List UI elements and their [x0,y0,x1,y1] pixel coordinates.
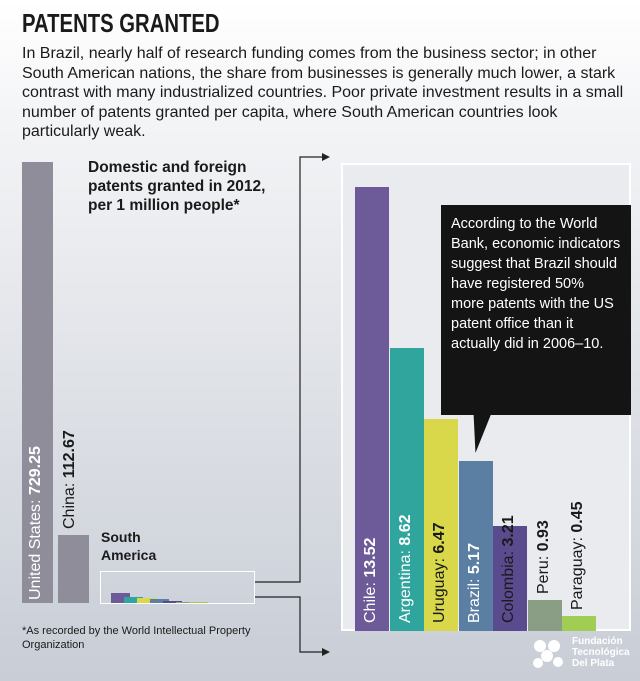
bar-chile-value: 13.52 [362,537,379,578]
mini-bar-peru [176,602,195,603]
bar-chile-name: Chile: [362,577,379,623]
bar-argentina [389,347,424,631]
bar-chile-label: Chile: 13.52 [362,538,380,623]
bar-paraguay [562,616,596,631]
chart-subtitle: Domestic and foreign patents granted in … [88,159,266,214]
mini-bar-brazil [150,599,169,603]
bar-colombia-label: Colombia: 3.21 [500,515,518,623]
south-america-label: South America [101,529,157,563]
bar-peru-label: Peru: 0.93 [535,521,553,595]
bar-brazil-name: Brazil: [465,574,483,623]
mini-bar-argentina [124,596,143,603]
bar-uruguay [424,418,458,631]
intro-text: In Brazil, nearly half of research fundi… [22,45,624,140]
bar-peru-value: 0.93 [534,520,552,552]
bar-uruguay-value: 6.47 [431,522,448,554]
world-bank-callout: According to the World Bank, economic in… [441,205,631,415]
bar-china [58,534,89,603]
bar-colombia [493,525,527,631]
bar-colombia-name: Colombia: [500,546,517,623]
bar-brazil [458,461,493,631]
bar-paraguay-label: Paraguay: 0.45 [569,502,587,611]
bar-peru [527,600,562,631]
south-america-zoom-frame [100,571,255,604]
mini-bar-colombia [163,600,182,603]
mini-bar-chile [111,593,130,603]
footnote: *As recorded by the World Intellectual P… [22,625,251,651]
bar-paraguay-name: Paraguay: [569,532,586,611]
bar-peru-name: Peru: [534,551,552,595]
bar-argentina-name: Argentina: [396,545,414,623]
bar-paraguay-value: 0.45 [569,501,586,533]
mini-bar-uruguay [137,598,156,603]
page-title: PATENTS GRANTED [22,8,220,38]
bar-uruguay-label: Uruguay: 6.47 [431,522,449,623]
bar-argentina-value: 8.62 [396,514,414,546]
bar-brazil-label: Brazil: 5.17 [466,543,484,623]
bar-brazil-value: 5.17 [465,542,483,575]
bar-uruguay-name: Uruguay: [431,553,448,623]
bar-argentina-label: Argentina: 8.62 [397,514,415,623]
logo-icon [533,640,563,668]
bar-chile [355,187,389,631]
bar-united-states [22,162,53,603]
bar-colombia-value: 3.21 [500,515,517,547]
logo-text: Fundación Tecnológica Del Plata [572,636,630,669]
mini-bar-paraguay [189,602,208,603]
